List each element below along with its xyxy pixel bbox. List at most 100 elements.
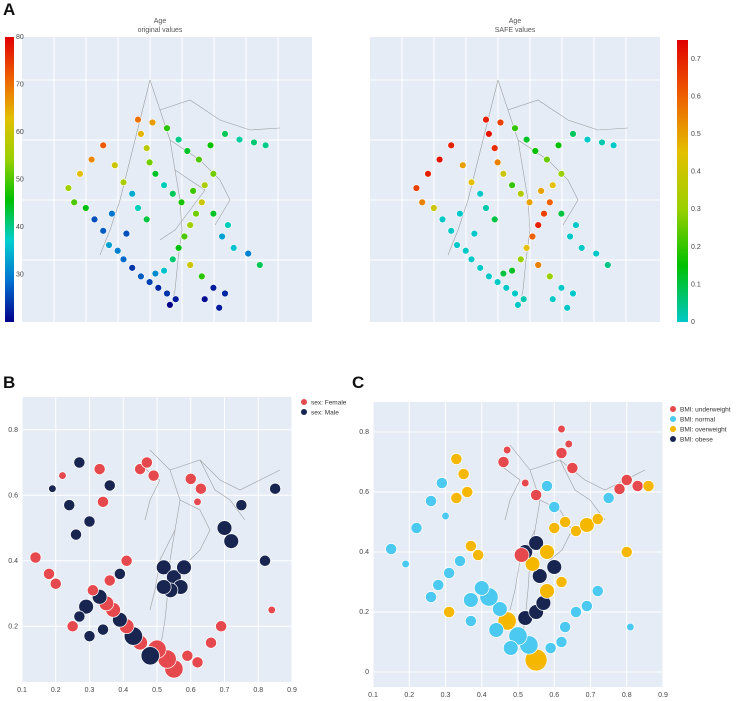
data-point	[93, 463, 106, 476]
data-point	[482, 204, 490, 212]
legend-label[interactable]: sex: Male	[311, 410, 339, 417]
data-point	[140, 646, 160, 666]
data-point	[570, 606, 582, 618]
colorbar-tick-label: 0	[691, 319, 695, 326]
data-point	[508, 181, 516, 189]
chart-sex: 0.1 0.2 0.3 0.4 0.5 0.6 0.7 0.8 0.90.20.40.60.8 …	[8, 397, 347, 694]
data-point	[488, 622, 505, 638]
data-point	[151, 170, 160, 178]
colorbar-original	[5, 37, 14, 322]
data-point	[201, 295, 209, 303]
data-point	[493, 278, 502, 286]
data-point	[223, 533, 240, 549]
data-point	[528, 232, 537, 241]
data-point	[447, 227, 455, 235]
data-point	[145, 278, 154, 286]
legend-label[interactable]: BMI: underweight	[680, 407, 731, 414]
data-point	[425, 495, 437, 507]
data-point	[569, 289, 577, 298]
data-point	[539, 544, 555, 560]
data-point	[467, 255, 476, 263]
data-point	[443, 567, 456, 579]
data-point	[530, 489, 543, 501]
colorbar-tick-label: 0.5	[691, 131, 701, 138]
x-tick-label: 0.2	[51, 687, 61, 694]
data-point	[492, 601, 508, 617]
data-point	[230, 244, 238, 252]
legend-marker[interactable]	[670, 406, 676, 412]
data-point	[521, 478, 530, 488]
data-point	[580, 600, 593, 612]
data-point	[186, 221, 194, 229]
data-point	[63, 499, 76, 512]
data-point	[166, 301, 174, 309]
gridlines-safe	[370, 37, 660, 322]
data-point	[156, 579, 172, 595]
data-point	[528, 535, 544, 551]
data-point	[82, 204, 90, 212]
y-tick-label: 0.8	[359, 429, 369, 436]
data-point	[122, 229, 131, 238]
data-point	[86, 584, 99, 597]
colorbar-tick-label: 0.6	[691, 93, 701, 100]
gridlines-original	[22, 37, 312, 322]
legend-label[interactable]: sex: Female	[311, 400, 347, 407]
legend-marker[interactable]	[670, 436, 676, 442]
y-tick-label: 0.4	[359, 549, 369, 556]
legend-marker[interactable]	[670, 416, 676, 422]
legend-marker[interactable]	[301, 399, 307, 405]
data-point	[502, 284, 510, 292]
data-point	[513, 547, 530, 563]
data-point	[546, 559, 562, 575]
data-point	[186, 261, 194, 269]
data-point	[522, 135, 531, 144]
legend-label[interactable]: BMI: overweight	[680, 427, 727, 434]
legend-marker[interactable]	[301, 409, 307, 415]
colorbar-tick-label: 40	[16, 224, 24, 231]
data-point	[218, 232, 226, 241]
data-point	[470, 229, 479, 238]
data-point	[548, 501, 561, 513]
data-point	[534, 221, 542, 229]
data-point	[557, 170, 566, 178]
data-point	[491, 215, 499, 224]
data-point	[119, 255, 128, 263]
data-point	[522, 244, 531, 252]
data-point	[209, 284, 218, 292]
data-point	[58, 471, 67, 480]
data-point	[485, 130, 493, 138]
data-point	[534, 261, 542, 269]
data-point	[583, 135, 592, 144]
data-point	[613, 483, 626, 495]
data-point	[410, 522, 423, 534]
y-tick-label: 0.2	[8, 623, 18, 630]
data-point	[482, 115, 490, 124]
legend-label[interactable]: BMI: obese	[680, 437, 713, 444]
data-point	[49, 577, 62, 590]
data-point	[244, 249, 252, 258]
data-point	[502, 445, 512, 455]
x-tick-label: 0.4	[477, 692, 487, 699]
data-point	[463, 592, 479, 608]
data-point	[99, 141, 107, 150]
data-point	[145, 158, 154, 167]
x-tick-label: 0.5	[152, 687, 162, 694]
data-point	[459, 161, 467, 169]
colorbar-tick-label: 0.1	[691, 281, 701, 288]
data-point	[143, 144, 151, 152]
data-point	[221, 289, 229, 298]
colorbar-tick-label: 70	[16, 82, 24, 89]
data-point	[198, 272, 206, 281]
data-point	[128, 190, 136, 198]
data-point	[472, 549, 485, 561]
axis-ticks-bmi: 0.1 0.2 0.3 0.4 0.5 0.6 0.7 0.8 0.9 0 0.2 0.4 0.6 0.8	[359, 429, 668, 699]
data-point	[137, 130, 145, 138]
data-point	[476, 264, 484, 272]
data-point	[174, 244, 183, 252]
chart-subtitle-original: original values	[138, 27, 183, 34]
legend-marker[interactable]	[670, 426, 676, 432]
data-point	[555, 636, 568, 648]
legend-label[interactable]: BMI: normal	[680, 417, 716, 424]
data-point	[464, 540, 477, 552]
data-point	[137, 272, 145, 281]
